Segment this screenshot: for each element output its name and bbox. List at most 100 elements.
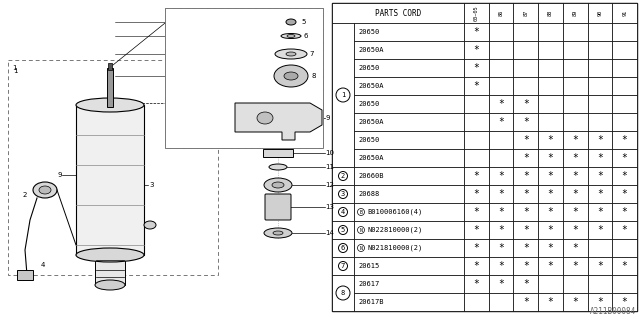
Ellipse shape: [274, 65, 308, 87]
Text: *: *: [498, 243, 504, 253]
Bar: [489, 185, 513, 203]
Text: *: *: [621, 297, 628, 307]
Bar: [563, 95, 588, 113]
Bar: [538, 3, 563, 23]
Bar: [513, 221, 538, 239]
Bar: [354, 167, 464, 185]
Bar: [612, 293, 637, 311]
Bar: [563, 257, 588, 275]
Text: B010006160(4): B010006160(4): [367, 209, 422, 215]
Bar: [513, 95, 538, 113]
Text: 2: 2: [341, 173, 345, 179]
Text: 10: 10: [325, 150, 334, 156]
Bar: [588, 59, 612, 77]
Bar: [464, 95, 489, 113]
Ellipse shape: [281, 34, 301, 38]
Bar: [165, 8, 323, 148]
Text: *: *: [597, 225, 603, 235]
Text: *: *: [523, 189, 529, 199]
Bar: [563, 167, 588, 185]
Ellipse shape: [275, 49, 307, 59]
Text: *: *: [523, 261, 529, 271]
Circle shape: [336, 286, 350, 300]
Text: 20650: 20650: [358, 137, 380, 143]
Circle shape: [339, 189, 348, 198]
Text: 9: 9: [58, 172, 63, 178]
Ellipse shape: [33, 182, 57, 198]
Bar: [563, 41, 588, 59]
Bar: [489, 113, 513, 131]
Text: *: *: [498, 189, 504, 199]
Bar: [563, 3, 588, 23]
Bar: [489, 131, 513, 149]
Text: *: *: [548, 225, 554, 235]
Bar: [165, 8, 323, 148]
Bar: [354, 149, 464, 167]
Bar: [538, 239, 563, 257]
Bar: [489, 149, 513, 167]
Text: 5: 5: [301, 19, 305, 25]
Bar: [588, 185, 612, 203]
Bar: [354, 257, 464, 275]
Text: *: *: [548, 297, 554, 307]
Bar: [464, 77, 489, 95]
Text: 20650A: 20650A: [358, 119, 383, 125]
Bar: [538, 257, 563, 275]
Bar: [464, 41, 489, 59]
Text: 7: 7: [341, 263, 345, 269]
Bar: [107, 68, 113, 107]
Bar: [354, 275, 464, 293]
Ellipse shape: [39, 186, 51, 194]
Text: 90: 90: [597, 10, 602, 16]
Bar: [612, 95, 637, 113]
Text: 7: 7: [309, 51, 314, 57]
Circle shape: [336, 88, 350, 102]
Circle shape: [339, 226, 348, 235]
Bar: [563, 221, 588, 239]
Text: *: *: [621, 207, 628, 217]
Bar: [612, 59, 637, 77]
Text: 14: 14: [325, 230, 334, 236]
Bar: [612, 131, 637, 149]
Ellipse shape: [95, 280, 125, 290]
Bar: [332, 257, 354, 275]
Bar: [489, 95, 513, 113]
Bar: [489, 221, 513, 239]
Text: *: *: [474, 243, 479, 253]
Text: *: *: [548, 243, 554, 253]
Bar: [263, 149, 293, 157]
Text: *: *: [498, 117, 504, 127]
Text: 11: 11: [325, 164, 334, 170]
Bar: [513, 113, 538, 131]
Bar: [489, 275, 513, 293]
Text: N021810000(2): N021810000(2): [367, 245, 422, 251]
Bar: [563, 185, 588, 203]
Bar: [489, 23, 513, 41]
Text: *: *: [572, 171, 578, 181]
Text: *: *: [498, 261, 504, 271]
Text: 12: 12: [325, 182, 334, 188]
Text: 88: 88: [548, 10, 553, 16]
Circle shape: [358, 244, 365, 252]
Bar: [354, 77, 464, 95]
Text: 20650A: 20650A: [358, 47, 383, 53]
Bar: [588, 239, 612, 257]
Text: B: B: [360, 210, 362, 214]
Text: *: *: [474, 189, 479, 199]
Bar: [538, 167, 563, 185]
Text: *: *: [621, 153, 628, 163]
Circle shape: [358, 227, 365, 234]
Bar: [612, 113, 637, 131]
Bar: [588, 257, 612, 275]
Text: 8: 8: [311, 73, 316, 79]
Bar: [588, 167, 612, 185]
Bar: [332, 3, 637, 311]
Bar: [464, 23, 489, 41]
Bar: [538, 203, 563, 221]
Bar: [489, 203, 513, 221]
Bar: [489, 257, 513, 275]
Text: 8: 8: [341, 290, 345, 296]
Bar: [332, 275, 354, 311]
Bar: [588, 275, 612, 293]
Bar: [354, 293, 464, 311]
